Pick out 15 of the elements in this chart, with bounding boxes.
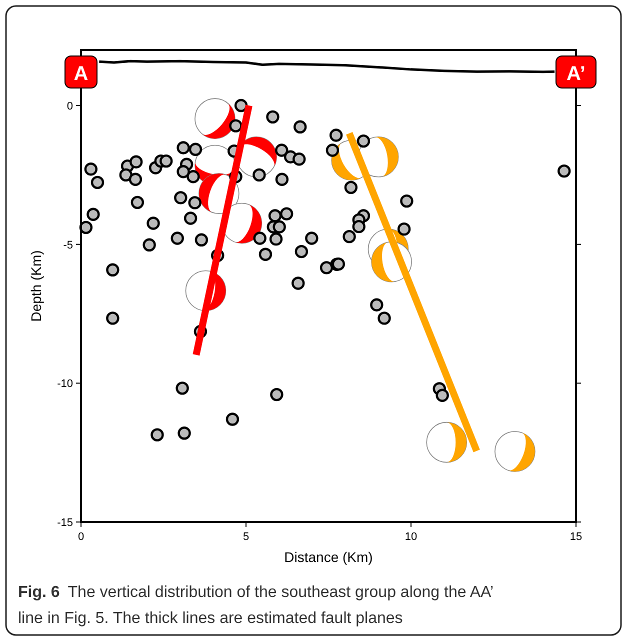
text: The vertical distribution of the southeast group along the AA’ [68,584,494,601]
annotation: A [74,63,88,85]
y-axis-title: Depth (Km) [28,250,44,322]
annotation: A’ [566,63,586,85]
x-tick-label: 5 [242,531,250,543]
x-axis-title: Distance (Km) [284,549,373,565]
y-tick-label: -15 [57,517,73,529]
y-tick-label: -5 [63,239,73,252]
y-tick-label: 0 [66,100,73,113]
text: line in Fig. 5. The thick lines are estimated fault planes [18,610,403,627]
y-tick-label: -10 [57,378,73,390]
x-tick-label: 15 [570,531,582,543]
x-tick-label: 0 [78,531,84,543]
caption: Fig. 6 [18,584,60,601]
x-tick-label: 10 [404,531,418,543]
